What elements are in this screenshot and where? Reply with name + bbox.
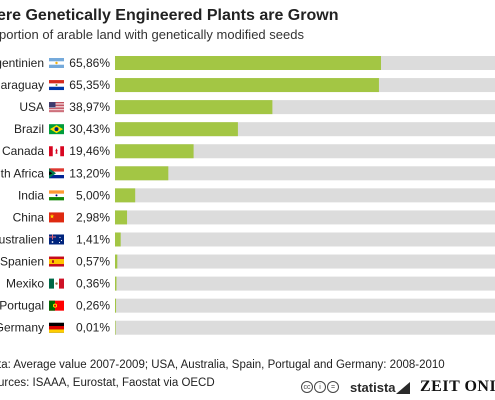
bar-chart: rgentinien 65,86% Paraguay 65,35% USA 38,97% B… <box>0 56 495 335</box>
bar <box>115 78 379 93</box>
argentina-flag-icon <box>49 58 64 68</box>
category-label: Mexiko <box>6 277 44 291</box>
bar-track <box>115 210 495 225</box>
usa-flag-icon <box>49 102 64 113</box>
data-label: 1,41% <box>76 232 110 246</box>
bar-track <box>115 166 495 181</box>
bar-track <box>115 188 495 203</box>
category-label: Germany <box>0 321 44 335</box>
bar-track <box>115 232 495 247</box>
data-label: 65,86% <box>69 56 110 70</box>
portugal-flag-icon <box>49 300 64 311</box>
bar <box>115 276 117 291</box>
bar-track <box>115 144 495 159</box>
category-label: Canada <box>2 144 44 158</box>
chart-subtitle: portion of arable land with genetically … <box>0 27 304 42</box>
data-label: 13,20% <box>69 166 110 180</box>
australia-flag-icon <box>49 234 64 245</box>
category-label: China <box>13 210 45 224</box>
category-label: Brazil <box>14 122 44 136</box>
germany-flag-icon <box>49 322 64 333</box>
data-label: 30,43% <box>69 122 110 136</box>
bar-track <box>115 298 495 313</box>
data-label: 2,98% <box>76 210 110 224</box>
category-label: rgentinien <box>0 56 44 70</box>
bar <box>115 188 136 203</box>
zeit-online-logo: ZEIT ONI <box>420 378 495 395</box>
data-label: 5,00% <box>76 188 110 202</box>
category-label: Paraguay <box>0 78 44 92</box>
bar-track <box>115 320 495 335</box>
chart-title: ere Genetically Engineered Plants are Gr… <box>0 7 339 24</box>
brazil-flag-icon <box>49 124 64 135</box>
bar <box>115 298 117 313</box>
category-label: India <box>18 188 44 202</box>
nd-icon: = <box>327 381 339 393</box>
footnote-sources: urces: ISAAA, Eurostat, Faostat via OECD <box>0 377 215 389</box>
data-label: 0,01% <box>76 321 110 335</box>
spain-flag-icon <box>49 256 64 267</box>
by-icon: i <box>314 381 326 393</box>
category-label: USA <box>19 100 44 114</box>
bar-track <box>115 254 495 269</box>
bar <box>115 166 169 181</box>
bar <box>115 122 238 137</box>
bar-track <box>115 276 495 291</box>
statista-logo-icon <box>396 382 410 394</box>
bar <box>115 56 381 70</box>
category-label: Portugal <box>0 299 44 313</box>
category-label: ustralien <box>0 232 44 246</box>
canada-flag-icon <box>49 146 64 157</box>
data-label: 19,46% <box>69 144 110 158</box>
cc-icon: cc <box>301 381 313 393</box>
paraguay-flag-icon <box>49 80 64 91</box>
footnote-data-note: ta: Average value 2007-2009; USA, Austra… <box>0 359 445 371</box>
bar <box>115 144 194 159</box>
india-flag-icon <box>49 190 64 201</box>
bar <box>115 320 116 335</box>
data-label: 0,57% <box>76 255 110 269</box>
creative-commons-icons: cc i = <box>301 381 339 393</box>
statista-logo: statista <box>350 380 396 395</box>
china-flag-icon <box>49 212 64 223</box>
category-label: Spanien <box>0 255 44 269</box>
south-africa-flag-icon <box>49 168 64 179</box>
mexico-flag-icon <box>49 278 64 289</box>
category-label: th Africa <box>1 166 45 180</box>
data-label: 38,97% <box>69 100 110 114</box>
data-label: 0,36% <box>76 277 110 291</box>
bar <box>115 254 118 269</box>
bar <box>115 210 128 225</box>
bar <box>115 232 121 247</box>
bar <box>115 100 273 115</box>
data-label: 65,35% <box>69 78 110 92</box>
data-label: 0,26% <box>76 299 110 313</box>
